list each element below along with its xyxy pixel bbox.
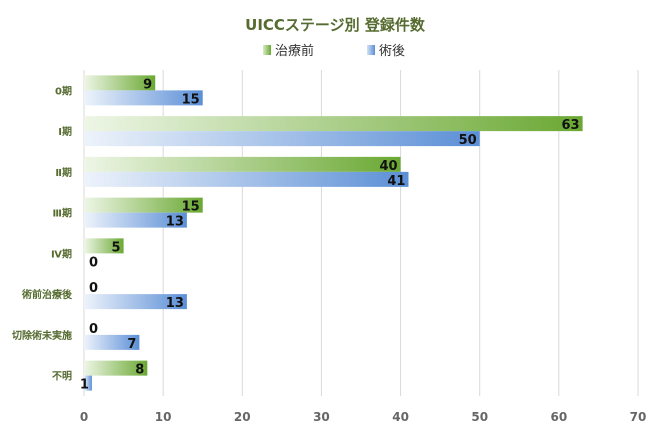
bar-pre-treatment [84,75,156,91]
legend-swatch-post-surgery [367,45,375,55]
data-label-pre-treatment: 9 [143,77,152,92]
y-category-label: 0期 [55,84,72,97]
x-tick-label: 30 [313,410,330,424]
x-axis: 0 10 20 30 40 50 60 70 [80,410,647,424]
data-label-pre-treatment: 40 [379,159,397,174]
legend-swatch-pre-treatment [263,45,271,55]
x-tick-label: 70 [630,410,647,424]
bar-post-surgery [84,90,203,106]
x-tick-label: 10 [155,410,172,424]
bar-post-surgery [84,294,187,310]
data-label-post-surgery: 50 [459,133,477,148]
x-tick-label: 60 [551,410,568,424]
x-tick-label: 0 [80,410,88,424]
bar-pre-treatment [84,238,124,254]
bar-pre-treatment [84,197,203,213]
bar-post-surgery [84,334,140,350]
data-label-post-surgery: 13 [166,215,184,230]
bar-post-surgery [84,375,92,391]
data-label-post-surgery: 0 [89,255,98,270]
chart-title: UICCステージ別 登録件数 [245,16,426,34]
y-category-label: 不明 [52,371,72,383]
data-label-post-surgery: 7 [127,337,136,352]
x-tick-label: 20 [234,410,251,424]
bar-post-surgery [84,171,409,187]
legend-label-pre-treatment: 治療前 [275,43,314,59]
legend: 治療前 術後 [263,43,405,59]
bars [84,75,583,391]
x-tick-label: 40 [392,410,409,424]
y-category-label: Ⅲ期 [53,207,72,220]
data-label-pre-treatment: 0 [89,322,98,337]
y-category-label: 切除術未実施 [12,329,72,342]
data-label-post-surgery: 15 [182,92,200,107]
data-label-pre-treatment: 0 [89,281,98,296]
data-label-pre-treatment: 15 [182,200,200,215]
bar-pre-treatment [84,360,148,376]
bar-post-surgery [84,131,480,147]
bar-post-surgery [84,212,187,228]
y-category-label: Ⅰ期 [58,125,72,138]
x-tick-label: 50 [471,410,488,424]
y-category-label: Ⅳ期 [51,247,72,260]
y-category-label: Ⅱ期 [55,166,72,179]
y-category-label: 術前治療後 [21,288,73,301]
data-label-pre-treatment: 8 [135,363,144,378]
bar-pre-treatment [84,116,583,132]
data-label-post-surgery: 1 [80,378,89,393]
data-label-post-surgery: 13 [166,296,184,311]
data-label-pre-treatment: 5 [112,240,121,255]
legend-label-post-surgery: 術後 [379,44,405,59]
data-label-pre-treatment: 63 [562,118,580,133]
data-label-post-surgery: 41 [387,174,405,189]
bar-pre-treatment [84,156,401,172]
